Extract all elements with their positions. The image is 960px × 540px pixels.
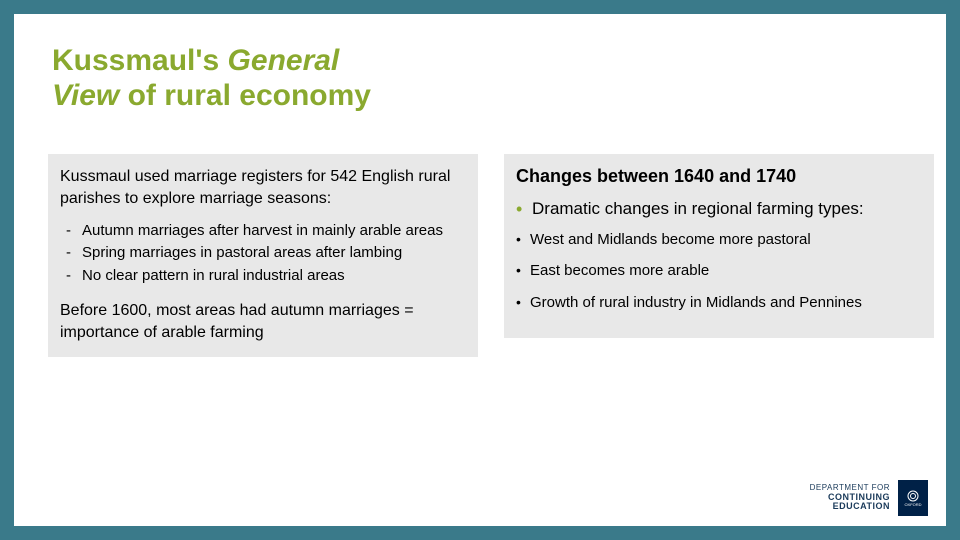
slide-frame: Kussmaul's General View of rural economy… (14, 14, 946, 526)
title-italic1: General (228, 44, 340, 77)
shield-label: OXFORD (904, 502, 921, 507)
left-conclusion: Before 1600, most areas had autumn marri… (60, 300, 466, 343)
right-sub-bullet: East becomes more arable (516, 261, 922, 281)
title-italic2: View (52, 79, 119, 112)
footer-logo: DEPARTMENT FOR CONTINUING EDUCATION OXFO… (810, 480, 928, 516)
title-part1: Kussmaul's (52, 44, 228, 77)
list-item: Spring marriages in pastoral areas after… (60, 243, 466, 263)
left-list: Autumn marriages after harvest in mainly… (60, 221, 466, 286)
right-heading: Changes between 1640 and 1740 (516, 166, 922, 188)
left-intro: Kussmaul used marriage registers for 542… (60, 166, 466, 209)
right-column: Changes between 1640 and 1740 Dramatic c… (504, 154, 934, 338)
list-item: No clear pattern in rural industrial are… (60, 266, 466, 286)
right-main-bullet: Dramatic changes in regional farming typ… (516, 198, 922, 220)
oxford-shield-icon: OXFORD (898, 480, 928, 516)
logo-line3: EDUCATION (810, 502, 890, 512)
left-column: Kussmaul used marriage registers for 542… (48, 154, 478, 357)
logo-text-block: DEPARTMENT FOR CONTINUING EDUCATION (810, 484, 890, 513)
title-part2: of rural economy (119, 79, 371, 112)
right-sub-bullet: Growth of rural industry in Midlands and… (516, 293, 922, 313)
right-sub-bullet: West and Midlands become more pastoral (516, 230, 922, 250)
slide-title: Kussmaul's General View of rural economy (52, 44, 492, 113)
list-item: Autumn marriages after harvest in mainly… (60, 221, 466, 241)
